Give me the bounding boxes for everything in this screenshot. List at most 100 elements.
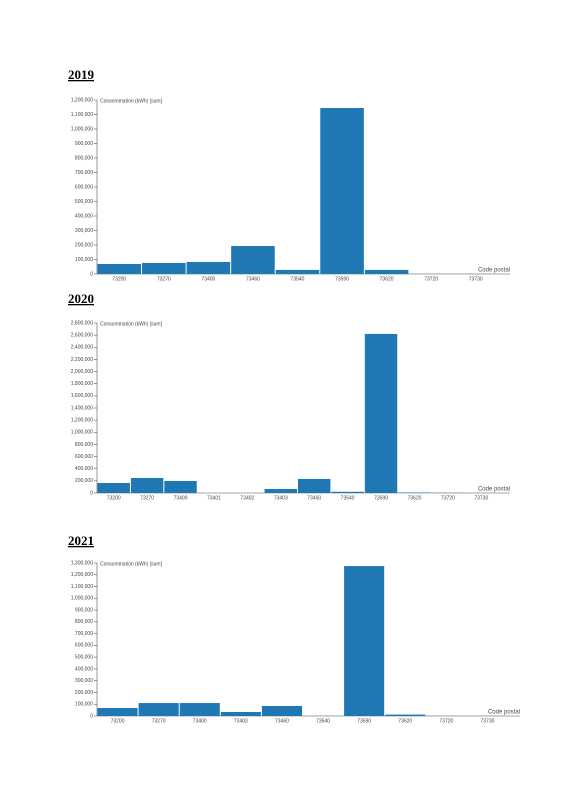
bar	[186, 261, 231, 274]
y-axis-label: Consommation (kWh) [sum]	[100, 321, 163, 327]
y-tick-label: 900,000	[75, 141, 93, 147]
y-tick-label: 2,400,000	[71, 345, 93, 351]
x-tick-label: 73270	[157, 276, 171, 282]
x-tick-label: 73400	[201, 276, 215, 282]
x-tick-label: 73540	[291, 276, 305, 282]
section-title: 2019	[68, 67, 95, 82]
x-tick-label: 73403	[274, 495, 288, 501]
x-tick-label: 73730	[474, 495, 488, 501]
x-tick-label: 73590	[374, 495, 388, 501]
x-tick-label: 73540	[316, 718, 330, 724]
x-tick-label: 73730	[469, 276, 483, 282]
x-tick-label: 73400	[174, 495, 188, 501]
bar	[298, 478, 331, 493]
bar	[264, 488, 297, 493]
y-tick-label: 1,200,000	[71, 417, 93, 423]
y-tick-label: 600,000	[75, 454, 93, 460]
bar	[97, 263, 142, 274]
y-tick-label: 1,400,000	[71, 405, 93, 411]
x-tick-label: 73620	[380, 276, 394, 282]
bar	[364, 333, 398, 493]
y-tick-label: 700,000	[75, 631, 93, 637]
x-axis-label: Code postal	[488, 710, 520, 716]
y-tick-label: 1,800,000	[71, 381, 93, 387]
bar	[385, 714, 426, 716]
x-tick-label: 73460	[307, 495, 321, 501]
bar	[275, 269, 320, 274]
bar	[97, 482, 130, 493]
y-tick-label: 800,000	[75, 442, 93, 448]
section-title: 2021	[68, 533, 94, 548]
y-tick-label: 1,000,000	[71, 430, 93, 436]
y-tick-label: 600,000	[75, 184, 93, 190]
y-tick-label: 300,000	[75, 228, 93, 234]
y-tick-label: 900,000	[75, 607, 93, 613]
x-tick-label: 73720	[441, 495, 455, 501]
y-tick-label: 1,100,000	[71, 112, 93, 118]
y-tick-label: 1,200,000	[71, 572, 93, 578]
y-tick-label: 0	[90, 713, 93, 719]
y-tick-label: 1,200,000	[71, 97, 93, 103]
bar	[179, 703, 220, 716]
x-tick-label: 73590	[335, 276, 349, 282]
y-tick-label: 400,000	[75, 466, 93, 472]
bar	[164, 480, 197, 493]
x-tick-label: 73620	[408, 495, 422, 501]
bar	[231, 246, 275, 274]
y-tick-label: 2,600,000	[71, 332, 93, 338]
x-axis-label: Code postal	[478, 487, 510, 493]
x-tick-label: 73720	[439, 718, 453, 724]
y-tick-label: 1,000,000	[71, 596, 93, 602]
bar	[130, 478, 164, 493]
section-title: 2020	[68, 291, 94, 306]
x-tick-label: 73460	[275, 718, 289, 724]
x-tick-label: 73200	[112, 276, 126, 282]
y-tick-label: 2,800,000	[71, 320, 93, 326]
x-tick-label: 73540	[341, 495, 355, 501]
x-tick-label: 73270	[140, 495, 154, 501]
x-tick-label: 73200	[107, 495, 121, 501]
bar	[220, 711, 261, 716]
y-tick-label: 700,000	[75, 170, 93, 176]
y-tick-label: 0	[90, 490, 93, 496]
x-tick-label: 73401	[207, 495, 221, 501]
x-tick-label: 73720	[424, 276, 438, 282]
bar	[344, 566, 385, 716]
bar	[261, 705, 302, 716]
x-tick-label: 73402	[240, 495, 254, 501]
x-tick-label: 73400	[193, 718, 207, 724]
bar	[320, 107, 364, 274]
y-axis-label: Consommation (kWh) [sum]	[100, 561, 163, 567]
y-tick-label: 500,000	[75, 199, 93, 205]
x-tick-label: 73460	[246, 276, 260, 282]
y-tick-label: 200,000	[75, 690, 93, 696]
bar	[364, 269, 409, 274]
x-tick-label: 73620	[398, 718, 412, 724]
y-tick-label: 400,000	[75, 666, 93, 672]
y-tick-label: 100,000	[75, 702, 93, 708]
y-tick-label: 1,600,000	[71, 393, 93, 399]
y-tick-label: 0	[90, 271, 93, 277]
bar	[331, 491, 364, 493]
bar	[142, 262, 186, 274]
x-tick-label: 73270	[152, 718, 166, 724]
x-tick-label: 73403	[234, 718, 248, 724]
y-tick-label: 2,000,000	[71, 369, 93, 375]
x-tick-label: 73590	[357, 718, 371, 724]
y-tick-label: 200,000	[75, 242, 93, 248]
bar	[138, 703, 179, 716]
x-axis-label: Code postal	[478, 268, 510, 274]
y-tick-label: 1,100,000	[71, 584, 93, 590]
x-tick-label: 73200	[111, 718, 125, 724]
bar	[97, 707, 138, 716]
y-tick-label: 200,000	[75, 478, 93, 484]
x-tick-label: 73730	[480, 718, 494, 724]
y-tick-label: 600,000	[75, 643, 93, 649]
y-axis-label: Consommation (kWh) [sum]	[100, 98, 163, 104]
y-tick-label: 500,000	[75, 654, 93, 660]
y-tick-label: 100,000	[75, 257, 93, 263]
y-tick-label: 1,000,000	[71, 126, 93, 132]
y-tick-label: 300,000	[75, 678, 93, 684]
